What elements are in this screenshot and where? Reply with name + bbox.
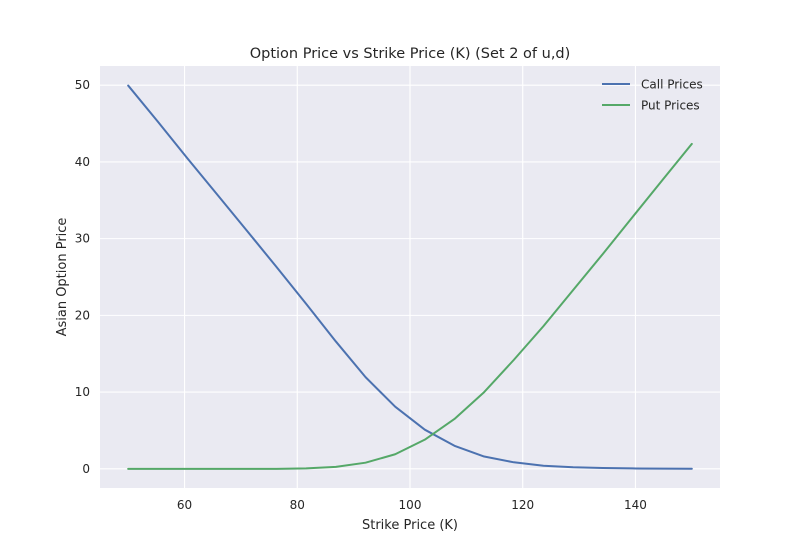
x-tick-label: 60 <box>177 498 192 512</box>
y-tick-labels: 0 10 20 30 40 50 <box>75 78 90 476</box>
x-tick-label: 140 <box>624 498 647 512</box>
legend-label: Call Prices <box>641 78 703 92</box>
y-tick-label: 20 <box>75 308 90 322</box>
series-line-1 <box>127 142 693 470</box>
x-tick-label: 80 <box>290 498 305 512</box>
y-tick-label: 50 <box>75 78 90 92</box>
chart-title: Option Price vs Strike Price (K) (Set 2 … <box>250 46 571 62</box>
series-line-0 <box>127 84 693 470</box>
y-tick-label: 10 <box>75 385 90 399</box>
x-axis-label: Strike Price (K) <box>362 518 458 533</box>
grid <box>100 66 720 488</box>
y-tick-label: 40 <box>75 155 90 169</box>
legend-label: Put Prices <box>641 99 700 113</box>
x-tick-labels: 60 80 100 120 140 <box>177 498 647 512</box>
legend: Call Prices Put Prices <box>602 78 703 113</box>
x-tick-label: 100 <box>399 498 422 512</box>
y-tick-label: 30 <box>75 232 90 246</box>
x-tick-label: 120 <box>511 498 534 512</box>
y-axis-label: Asian Option Price <box>55 218 70 337</box>
y-tick-label: 0 <box>82 462 90 476</box>
series-lines <box>127 84 693 470</box>
